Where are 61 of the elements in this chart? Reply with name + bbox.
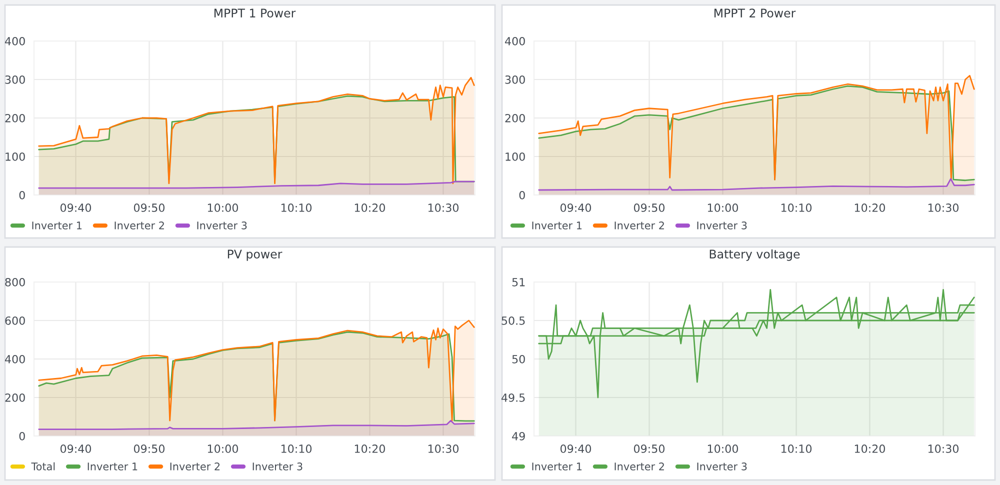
legend-label: Inverter 1 (532, 222, 582, 230)
x-tick-label: 10:30 (928, 204, 959, 212)
x-tick-label: 10:10 (281, 204, 312, 212)
y-tick-label: 49.5 (501, 393, 525, 402)
y-tick-label: 49 (512, 432, 525, 440)
y-tick-label: 50.5 (502, 316, 525, 325)
y-tick-label: 50 (512, 354, 525, 364)
x-tick-label: 10:20 (354, 444, 386, 453)
y-tick-label: 300 (5, 75, 25, 84)
legend-label: Inverter 2 (614, 222, 664, 230)
x-tick-label: 10:30 (428, 444, 459, 453)
x-tick-label: 10:30 (428, 204, 459, 212)
x-tick-label: 10:00 (208, 444, 238, 453)
y-tick-label: 0 (19, 190, 25, 200)
x-tick-label: 10:20 (854, 204, 886, 212)
x-tick-label: 10:10 (781, 444, 812, 453)
x-tick-label: 10:00 (208, 204, 238, 212)
x-tick-label: 10:20 (354, 204, 386, 212)
legend-label: Inverter 2 (114, 222, 164, 230)
legend-label: Inverter 1 (32, 222, 82, 230)
legend-label: Inverter 3 (697, 462, 747, 470)
y-tick-label: 400 (505, 36, 525, 46)
x-tick-label: 10:10 (281, 444, 312, 453)
legend-label: Inverter 1 (532, 462, 582, 470)
legend-label: Total (31, 462, 55, 470)
y-tick-label: 800 (5, 278, 25, 286)
x-tick-label: 09:50 (634, 444, 665, 453)
x-tick-label: 09:40 (60, 444, 92, 453)
y-tick-label: 100 (6, 152, 25, 161)
legend-label: Inverter 3 (197, 222, 247, 230)
legend-label: Inverter 2 (170, 462, 220, 470)
x-tick-label: 10:20 (854, 444, 886, 453)
y-tick-label: 0 (19, 432, 25, 440)
y-tick-label: 200 (5, 114, 25, 122)
x-tick-label: 10:30 (928, 444, 959, 453)
y-tick-label: 200 (5, 393, 25, 402)
x-tick-label: 09:50 (134, 204, 165, 212)
x-tick-label: 10:10 (781, 204, 812, 212)
chart-title: Battery voltage (710, 249, 800, 261)
chart-title: MPPT 2 Power (714, 8, 796, 18)
x-tick-label: 09:40 (560, 444, 592, 453)
x-tick-label: 09:40 (560, 204, 592, 212)
x-tick-label: 10:00 (708, 204, 738, 212)
x-tick-label: 09:40 (60, 204, 92, 212)
chart-title: MPPT 1 Power (214, 8, 296, 18)
legend-label: Inverter 1 (88, 462, 138, 470)
y-tick-label: 100 (506, 152, 525, 161)
y-tick-label: 51 (512, 278, 525, 286)
legend-label: Inverter 2 (614, 462, 664, 470)
y-tick-label: 0 (519, 190, 525, 200)
y-tick-label: 200 (505, 114, 525, 122)
y-tick-label: 400 (5, 354, 25, 364)
legend-label: Inverter 3 (252, 462, 302, 470)
x-tick-label: 09:50 (634, 204, 665, 212)
legend-label: Inverter 3 (697, 222, 747, 230)
y-tick-label: 600 (5, 316, 25, 325)
x-tick-label: 09:50 (134, 444, 165, 453)
x-tick-label: 10:00 (708, 444, 738, 453)
chart-title: PV power (228, 250, 282, 261)
y-tick-label: 300 (505, 75, 525, 84)
y-tick-label: 400 (5, 36, 25, 46)
